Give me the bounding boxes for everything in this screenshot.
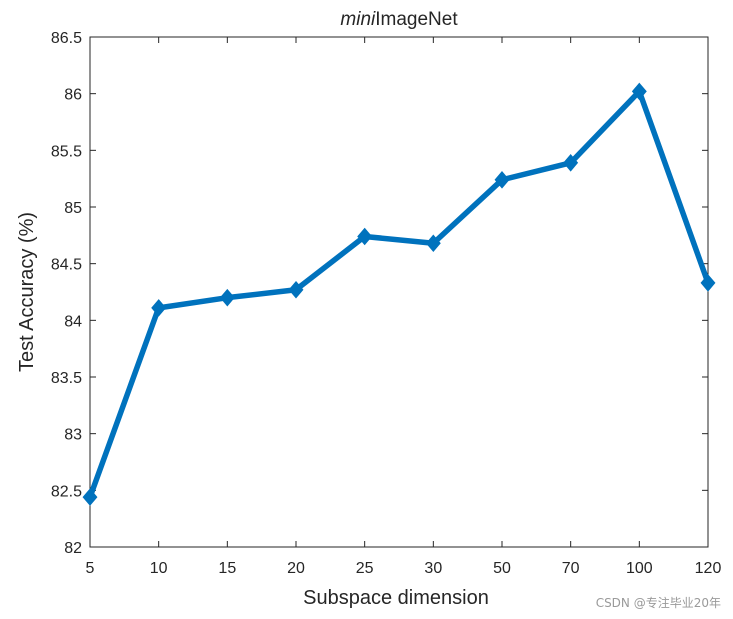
data-point-marker: [631, 82, 647, 101]
y-tick-label: 85.5: [51, 143, 82, 160]
y-tick-label: 86.5: [51, 30, 82, 47]
chart-title: miniImageNet: [340, 9, 458, 30]
data-point-marker: [82, 488, 98, 506]
y-axis-title: Test Accuracy (%): [16, 212, 38, 372]
y-tick-label: 85: [64, 200, 82, 217]
chart-title-rest: ImageNet: [375, 9, 458, 30]
x-axis-title: Subspace dimension: [303, 587, 489, 609]
watermark: CSDN @专注毕业20年: [595, 596, 721, 610]
data-point-marker: [219, 288, 235, 307]
series-layer: [82, 82, 716, 506]
x-axis: 5 10 15 20 25 30 50 70 100 120: [86, 37, 722, 577]
y-tick-label: 86: [64, 87, 82, 104]
data-point-marker: [563, 154, 579, 172]
x-tick-label: 120: [695, 560, 722, 577]
plot-area: [89, 36, 709, 548]
x-tick-label: 15: [218, 560, 236, 577]
chart-title-italic: mini: [340, 9, 376, 30]
y-tick-label: 84.5: [51, 257, 82, 274]
y-tick-label: 84: [64, 313, 82, 330]
y-axis: 82 82.5 83 83.5 84 84.5 85 85.5 86 86.5: [51, 30, 708, 557]
x-tick-label: 25: [356, 560, 374, 577]
plot-border: [89, 36, 709, 548]
data-point-marker: [494, 171, 510, 189]
y-tick-label: 83.5: [51, 370, 82, 387]
x-tick-label: 50: [493, 560, 511, 577]
data-point-marker: [425, 234, 441, 253]
data-point-marker: [357, 227, 373, 246]
y-tick-label: 83: [64, 427, 82, 444]
series-line: [87, 88, 711, 500]
data-point-marker: [700, 274, 716, 292]
x-tick-label: 30: [424, 560, 442, 577]
x-tick-label: 20: [287, 560, 305, 577]
y-tick-label: 82: [64, 540, 82, 557]
x-tick-label: 70: [562, 560, 580, 577]
x-tick-label: 100: [626, 560, 653, 577]
x-tick-label: 10: [150, 560, 168, 577]
data-point-marker: [288, 280, 304, 299]
data-point-marker: [151, 299, 167, 317]
x-tick-label: 5: [86, 560, 95, 577]
y-tick-label: 82.5: [51, 483, 82, 500]
